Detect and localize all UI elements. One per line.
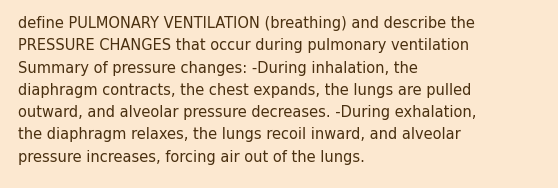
Text: define PULMONARY VENTILATION (breathing) and describe the: define PULMONARY VENTILATION (breathing)… <box>18 16 475 31</box>
Text: outward, and alveolar pressure decreases. -During exhalation,: outward, and alveolar pressure decreases… <box>18 105 477 120</box>
Text: Summary of pressure changes: -During inhalation, the: Summary of pressure changes: -During inh… <box>18 61 418 76</box>
Text: the diaphragm relaxes, the lungs recoil inward, and alveolar: the diaphragm relaxes, the lungs recoil … <box>18 127 461 143</box>
Text: diaphragm contracts, the chest expands, the lungs are pulled: diaphragm contracts, the chest expands, … <box>18 83 472 98</box>
Text: pressure increases, forcing air out of the lungs.: pressure increases, forcing air out of t… <box>18 150 365 165</box>
Text: PRESSURE CHANGES that occur during pulmonary ventilation: PRESSURE CHANGES that occur during pulmo… <box>18 38 469 53</box>
